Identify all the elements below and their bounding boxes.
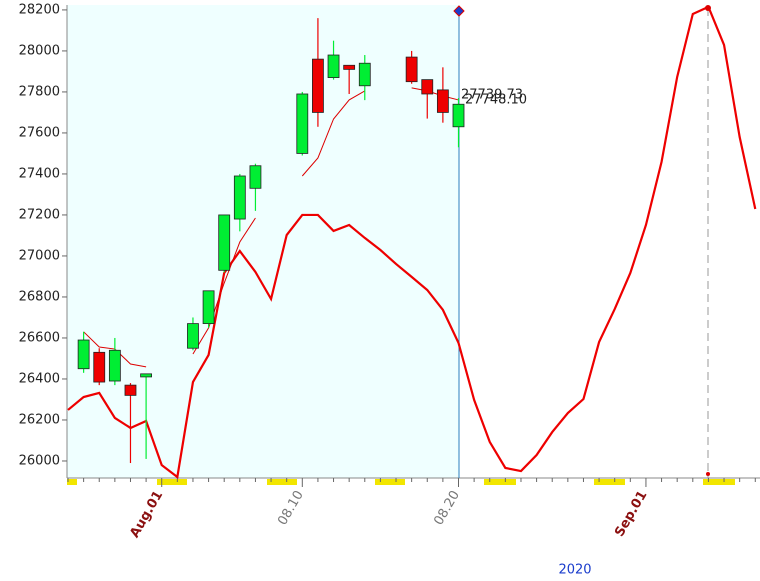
candle-body [312, 58, 324, 113]
y-tick-label: 26800 [19, 289, 60, 304]
y-tick-label: 26600 [19, 330, 60, 345]
period-markers [67, 479, 735, 485]
y-tick-label: 27400 [19, 166, 60, 181]
candle-body [202, 290, 215, 325]
y-tick-label: 27800 [19, 84, 60, 99]
x-tick-label: Aug.01 [127, 488, 166, 540]
forecast-marker [705, 5, 711, 11]
candle-body [421, 79, 434, 95]
candle-body [436, 89, 449, 113]
annotation: 27739.73 [461, 88, 523, 103]
y-tick-label: 26400 [19, 371, 60, 386]
candle-body [187, 323, 199, 349]
candle-body [296, 93, 309, 154]
candle-body [218, 214, 231, 271]
y-tick-label: 26000 [19, 453, 60, 468]
candle-body [93, 351, 106, 383]
cursor-marker [453, 5, 465, 17]
candle-body [140, 373, 153, 378]
candle-body [327, 54, 340, 78]
x-tick-label: Sep.01 [612, 488, 650, 539]
candle-body [124, 384, 137, 396]
y-tick-label: 28000 [19, 43, 60, 58]
forecast-marker [706, 472, 710, 476]
annotation: 27748.10 [465, 93, 527, 108]
candle-body [249, 165, 262, 189]
history-shade [67, 5, 459, 478]
year-label: 2020 [558, 563, 591, 578]
y-tick-label: 28200 [19, 2, 60, 17]
y-tick-label: 27200 [19, 207, 60, 222]
candle-body [452, 103, 465, 128]
candle-body [77, 339, 90, 370]
y-tick-label: 26200 [19, 412, 60, 427]
x-tick-label: 08.10 [275, 488, 307, 528]
candle-body [358, 62, 371, 87]
candle-body [343, 64, 356, 70]
candle-body [108, 349, 121, 382]
y-tick-label: 27000 [19, 248, 60, 263]
candle-body [233, 175, 246, 220]
x-tick-label: 08.20 [431, 488, 463, 528]
candle-body [405, 56, 418, 83]
y-tick-label: 27600 [19, 125, 60, 140]
forecast-line [67, 5, 757, 479]
